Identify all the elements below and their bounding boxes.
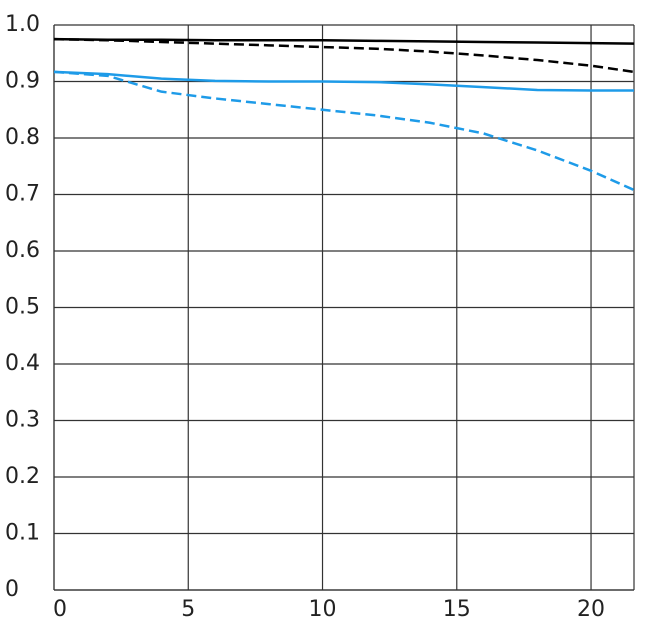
y-tick-label: 0.8 xyxy=(5,125,40,150)
series-line xyxy=(53,70,634,92)
y-tick-label: 0.3 xyxy=(5,408,40,433)
x-tick-label: 5 xyxy=(181,597,195,622)
x-tick-label: 15 xyxy=(443,597,471,622)
y-tick-label: 0.6 xyxy=(5,238,40,263)
x-tick-label: 0 xyxy=(53,597,67,622)
x-tick-label: 10 xyxy=(309,597,337,622)
series-line xyxy=(53,37,635,45)
y-tick-label: 0.7 xyxy=(5,182,40,207)
y-tick-label: 0.1 xyxy=(5,521,40,546)
y-tick-label: 0.4 xyxy=(5,351,40,376)
y-tick-label: 0.9 xyxy=(5,69,40,94)
series-line xyxy=(53,70,635,192)
series-line xyxy=(53,37,635,74)
y-tick-label: 0.2 xyxy=(5,464,40,489)
x-tick-label: 20 xyxy=(577,597,605,622)
y-tick-label: 0 xyxy=(5,577,19,602)
y-tick-label: 0.5 xyxy=(5,295,40,320)
y-tick-label: 1.0 xyxy=(5,12,40,37)
